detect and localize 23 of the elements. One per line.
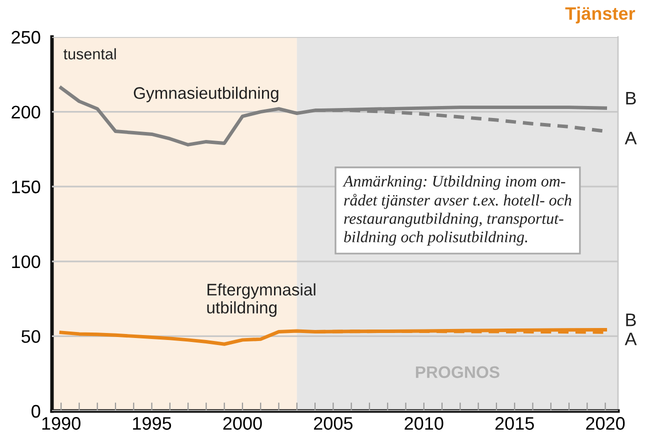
line-series — [59, 86, 608, 146]
y-tick-label: 100 — [12, 255, 40, 268]
annotation: B — [626, 314, 636, 326]
x-tick-label: 1990 — [42, 417, 80, 430]
y-tick-label: 150 — [12, 180, 40, 194]
chart-title: Tjänster — [565, 6, 636, 24]
x-tick-label: 2000 — [223, 417, 262, 430]
series-label: Gymnasieutbildning — [134, 86, 278, 102]
y-tick-label: 200 — [12, 106, 40, 119]
series-label: Eftergymnasial utbildning — [207, 283, 316, 317]
x-tick-label: 2005 — [314, 417, 353, 430]
series-label: A — [624, 132, 637, 144]
x-tick-label: 2020 — [586, 417, 625, 430]
y-tick-label: 50 — [22, 330, 40, 343]
series-label: A — [624, 332, 637, 346]
annotation: B — [626, 92, 636, 104]
x-tick-label: 2015 — [495, 417, 534, 430]
y-axis-title: tusental — [64, 48, 116, 60]
x-tick-label: 1995 — [133, 417, 172, 430]
x-tick-label: 2010 — [404, 417, 444, 430]
annotation: Anmärkning: Utbildning inom om- rådet tjänster avser t.ex. hotell- och restaurangutbildning, transportut- bildning och polisutbildning. — [342, 175, 572, 246]
y-tick-label: 250 — [12, 30, 40, 44]
y-tick-label: 0 — [32, 404, 40, 418]
